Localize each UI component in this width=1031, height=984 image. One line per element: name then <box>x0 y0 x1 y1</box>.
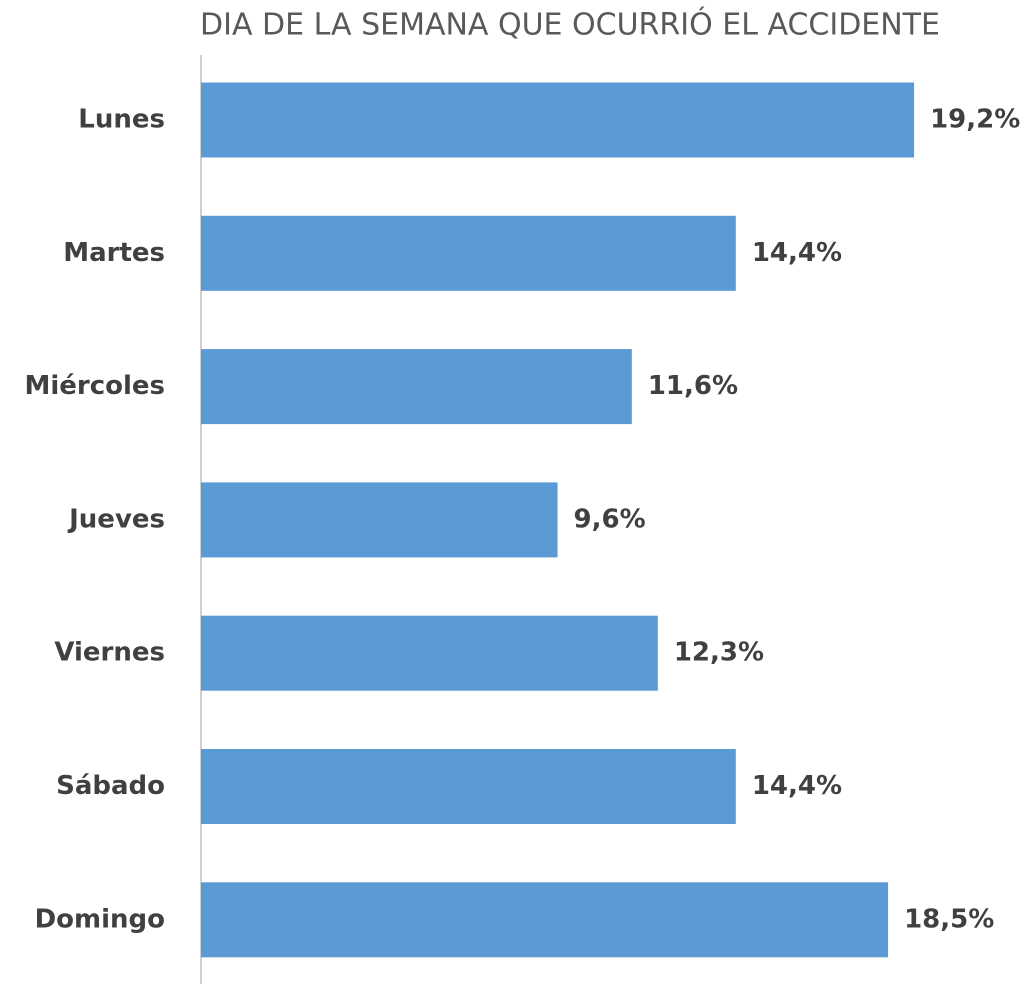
bar <box>201 82 915 158</box>
data-label: 14,4% <box>752 771 842 801</box>
y-tick-label: Lunes <box>78 105 165 135</box>
bar <box>201 882 889 958</box>
bar <box>201 615 658 691</box>
data-label: 14,4% <box>752 238 842 268</box>
bar <box>201 749 736 824</box>
bar <box>201 349 632 425</box>
data-label: 18,5% <box>904 904 994 934</box>
data-label: 19,2% <box>930 105 1020 135</box>
chart-title: DIA DE LA SEMANA QUE OCURRIÓ EL ACCIDENT… <box>200 6 940 43</box>
bar <box>201 482 558 558</box>
data-label: 9,6% <box>574 504 646 534</box>
y-tick-label: Miércoles <box>24 371 165 401</box>
y-tick-label: Viernes <box>54 638 165 668</box>
y-tick-label: Jueves <box>67 504 165 534</box>
y-tick-label: Martes <box>63 238 165 268</box>
data-label: 12,3% <box>674 638 764 668</box>
y-tick-label: Sábado <box>56 771 165 801</box>
data-label: 11,6% <box>648 371 738 401</box>
bar <box>201 215 736 291</box>
y-tick-label: Domingo <box>35 904 165 934</box>
